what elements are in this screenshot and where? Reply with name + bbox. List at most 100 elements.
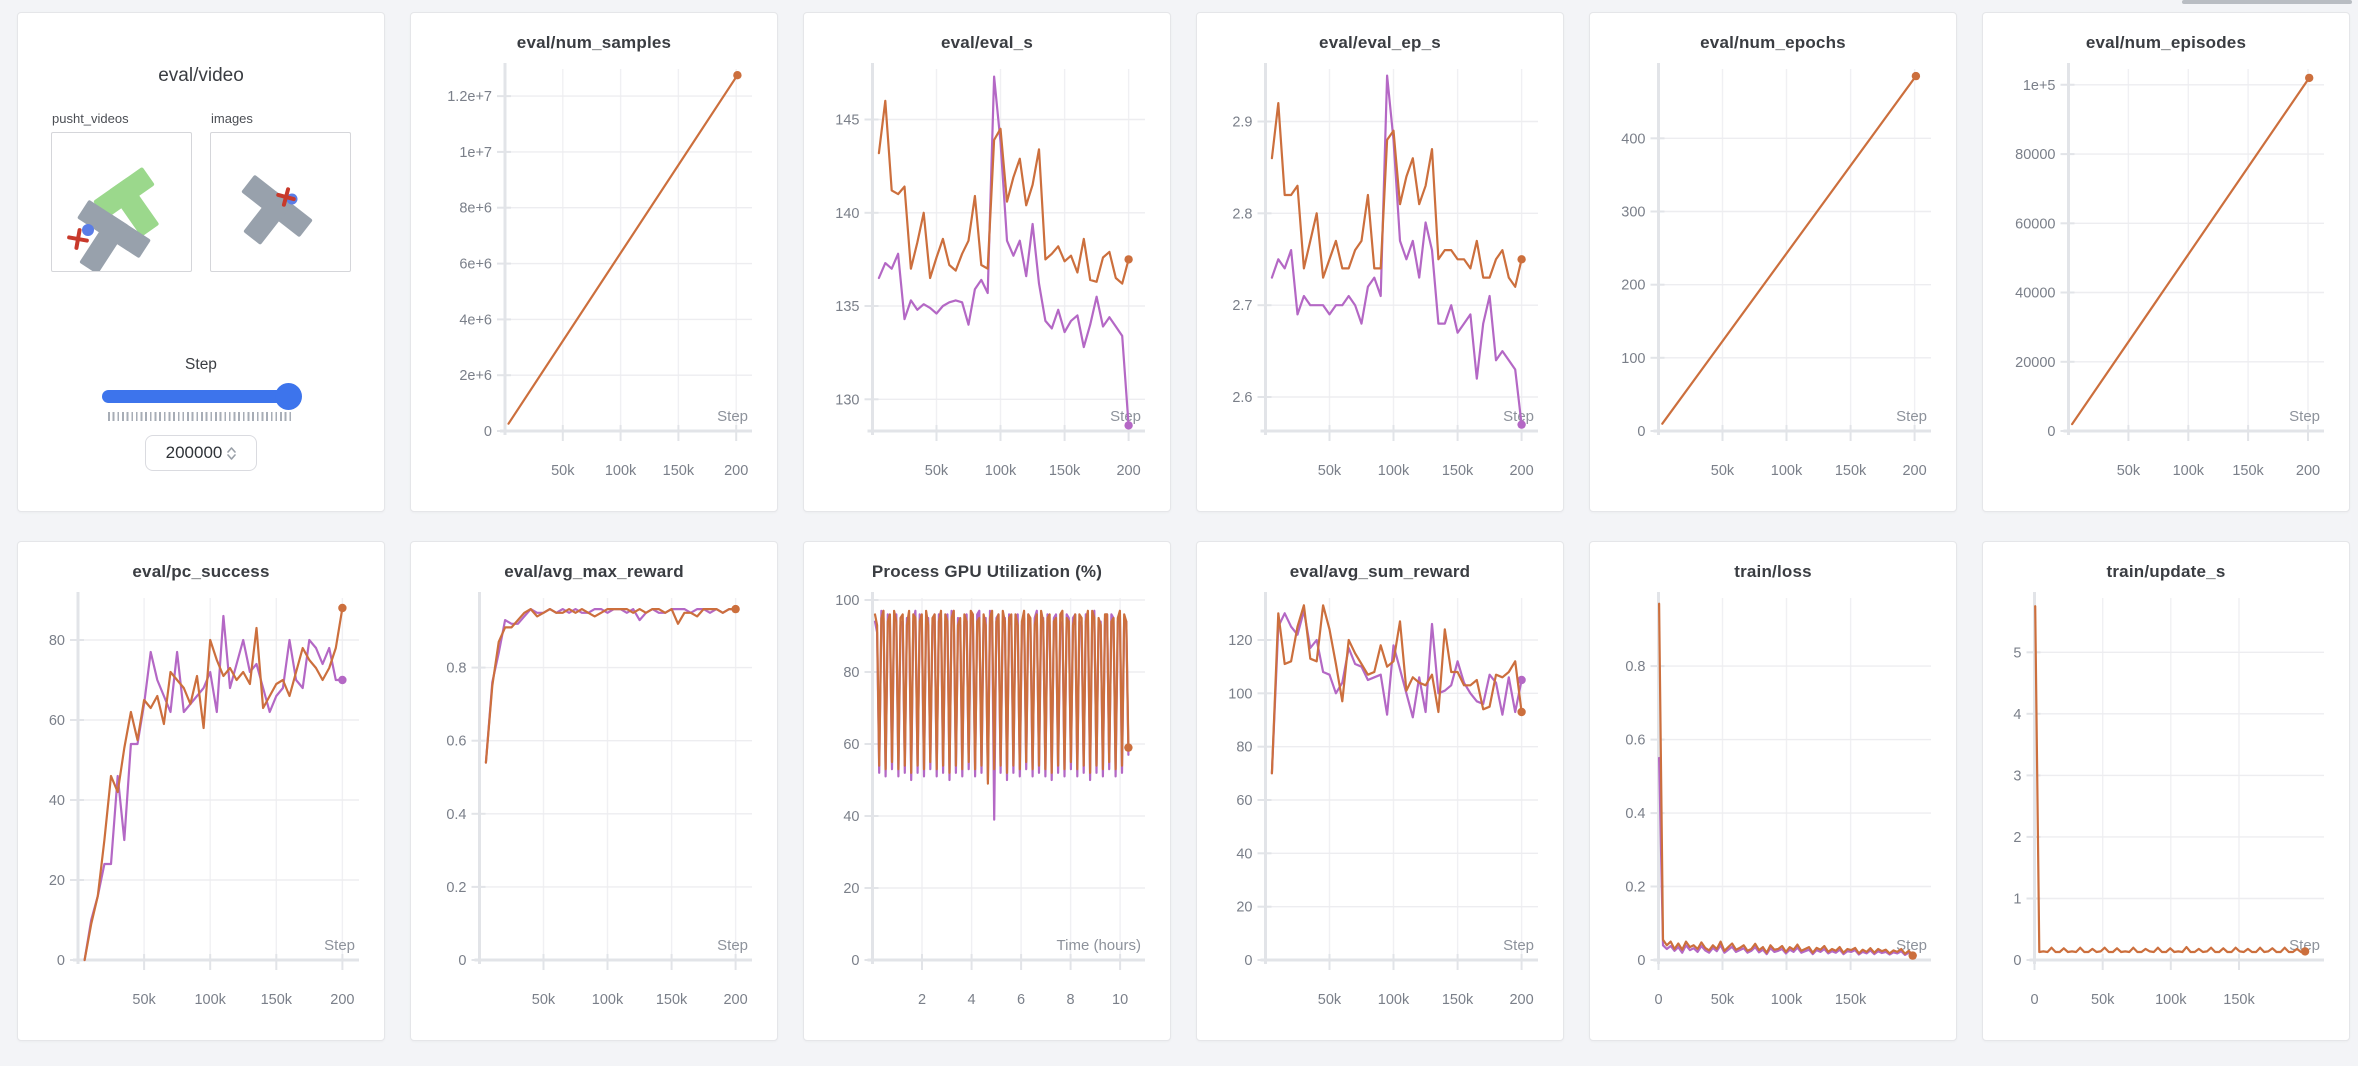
eval-num-episodes-chart[interactable]: 0 20000 40000 60000 80000 1e+5 50k 100k 150k 200 S… [1998,55,2334,493]
eval-num-epochs-chart[interactable]: 0 100 200 300 400 50k 100k 150k 200 Step [1605,55,1941,493]
svg-text:60000: 60000 [2015,216,2055,232]
svg-text:100k: 100k [1771,463,1803,479]
svg-text:6: 6 [1017,992,1025,1008]
svg-text:Time (hours): Time (hours) [1057,937,1141,954]
svg-text:Step: Step [1110,408,1141,425]
svg-text:50k: 50k [1318,463,1342,479]
svg-text:1.2e+7: 1.2e+7 [447,89,492,105]
svg-text:60: 60 [49,713,65,729]
svg-text:50k: 50k [1318,992,1342,1008]
panel-train-update-s: train/update_s 0 1 2 3 4 5 0 50k 100k 150k Step [1982,541,2350,1041]
svg-text:0.8: 0.8 [1625,659,1645,675]
svg-text:5: 5 [2013,645,2021,661]
panel-gpu-utilization: Process GPU Utilization (%) 0 20 40 60 80 100… [803,541,1171,1041]
svg-text:120: 120 [1228,633,1252,649]
svg-text:0: 0 [1654,992,1662,1008]
svg-text:50k: 50k [132,992,156,1008]
media-label: pusht_videos [52,111,129,126]
slider-track[interactable] [102,390,300,403]
svg-text:40: 40 [843,809,859,825]
svg-text:Step: Step [324,937,355,954]
svg-text:100k: 100k [985,463,1017,479]
svg-text:1e+7: 1e+7 [459,145,492,161]
eval-pc-success-chart[interactable]: 0 20 40 60 80 50k 100k 150k 200 Step [33,584,369,1022]
svg-text:0: 0 [1637,424,1645,440]
eval-eval-ep-s-chart[interactable]: 2.6 2.7 2.8 2.9 50k 100k 150k 200 Step [1212,55,1548,493]
svg-text:40: 40 [49,793,65,809]
step-slider[interactable] [102,383,302,410]
svg-text:2: 2 [2013,830,2021,846]
svg-text:200: 200 [330,992,354,1008]
chevron-up-icon[interactable] [227,446,237,453]
svg-text:400: 400 [1621,131,1645,147]
svg-text:200: 200 [1509,463,1533,479]
chevron-down-icon[interactable] [227,453,237,460]
svg-text:100k: 100k [2173,463,2205,479]
chart-title: eval/avg_sum_reward [1289,562,1471,581]
svg-text:100k: 100k [605,463,637,479]
images-scene-image [241,175,313,245]
svg-text:0.6: 0.6 [446,734,466,750]
svg-text:150k: 150k [1442,463,1474,479]
chart-title: eval/num_samples [516,33,672,52]
step-input-value[interactable]: 200000 [165,443,223,462]
svg-text:100k: 100k [2155,992,2187,1008]
svg-text:50k: 50k [532,992,556,1008]
svg-text:200: 200 [2296,463,2320,479]
svg-text:100k: 100k [1378,463,1410,479]
stepper-arrows[interactable] [227,446,237,460]
svg-text:150k: 150k [2223,992,2255,1008]
panel-eval-eval-s: eval/eval_s 130 135 140 145 50k 100k 150k 200 St… [803,12,1171,512]
eval-avg-sum-reward-chart[interactable]: 0 20 40 60 80 100 120 50k 100k 150k 200 Step [1212,584,1548,1022]
svg-text:100: 100 [835,593,859,609]
svg-text:3: 3 [2013,768,2021,784]
svg-text:130: 130 [835,392,859,408]
svg-text:300: 300 [1621,205,1645,221]
chart-title: eval/num_episodes [2085,33,2247,52]
svg-text:200: 200 [1621,278,1645,294]
svg-text:150k: 150k [656,992,688,1008]
svg-text:2e+6: 2e+6 [459,368,492,384]
svg-text:2: 2 [918,992,926,1008]
svg-text:60: 60 [843,737,859,753]
svg-text:0: 0 [57,953,65,969]
svg-text:200: 200 [724,463,748,479]
svg-text:100: 100 [1228,686,1252,702]
svg-text:4e+6: 4e+6 [459,312,492,328]
svg-text:8: 8 [1067,992,1075,1008]
panel-eval-pc-success: eval/pc_success 0 20 40 60 80 50k 100k 150k 200 S… [17,541,385,1041]
eval-eval-s-chart[interactable]: 130 135 140 145 50k 100k 150k 200 Step [819,55,1155,493]
svg-text:10: 10 [1112,992,1128,1008]
panel-title: eval/video [158,65,244,86]
step-input[interactable]: 200000 [145,435,257,471]
svg-text:0: 0 [2047,424,2055,440]
slider-handle[interactable] [275,383,302,410]
svg-text:150k: 150k [663,463,695,479]
chart-title: train/update_s [2106,562,2226,581]
svg-text:20000: 20000 [2015,355,2055,371]
svg-text:60: 60 [1236,793,1252,809]
svg-text:40: 40 [1236,846,1252,862]
svg-text:150k: 150k [1835,463,1867,479]
chart-title: eval/num_epochs [1700,33,1846,52]
gpu-utilization-chart[interactable]: 0 20 40 60 80 100 2 4 6 8 10 Time (hours) [819,584,1155,1022]
svg-text:0: 0 [484,424,492,440]
svg-text:0: 0 [2030,992,2038,1008]
train-loss-chart[interactable]: 0 0.2 0.4 0.6 0.8 0 50k 100k 150k Step [1605,584,1941,1022]
eval-num-samples-chart[interactable]: 0 2e+6 4e+6 6e+6 8e+6 1e+7 1.2e+7 50k 100k 150k 20… [426,55,762,493]
svg-text:200: 200 [1902,463,1926,479]
svg-text:145: 145 [835,113,859,129]
svg-text:135: 135 [835,299,859,315]
svg-text:0.8: 0.8 [446,661,466,677]
chart-title: Process GPU Utilization (%) [871,562,1103,581]
scrollbar-thumb[interactable] [2182,0,2352,4]
video-thumbnail-images[interactable] [210,132,351,272]
svg-text:50k: 50k [1711,992,1735,1008]
svg-text:Step: Step [1503,937,1534,954]
svg-text:150k: 150k [261,992,293,1008]
eval-avg-max-reward-chart[interactable]: 0 0.2 0.4 0.6 0.8 50k 100k 150k 200 Step [426,584,762,1022]
svg-text:2.7: 2.7 [1232,298,1252,314]
svg-text:Step: Step [1896,937,1927,954]
video-thumbnail-pusht-videos[interactable] [51,132,192,274]
